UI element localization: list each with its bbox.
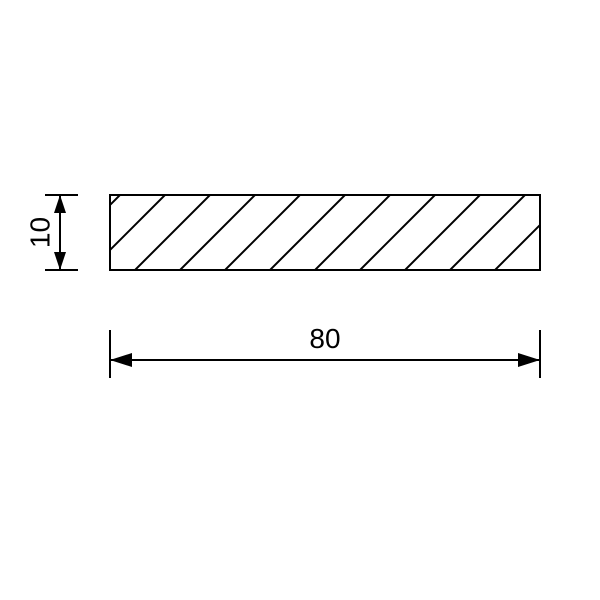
cross-section-drawing: 10 80 — [0, 0, 600, 600]
dimension-height: 10 — [24, 195, 78, 270]
dimension-width-label: 80 — [309, 323, 340, 354]
section-hatch — [10, 0, 600, 600]
dimension-height-label: 10 — [24, 217, 55, 248]
dimension-width: 80 — [110, 323, 540, 378]
